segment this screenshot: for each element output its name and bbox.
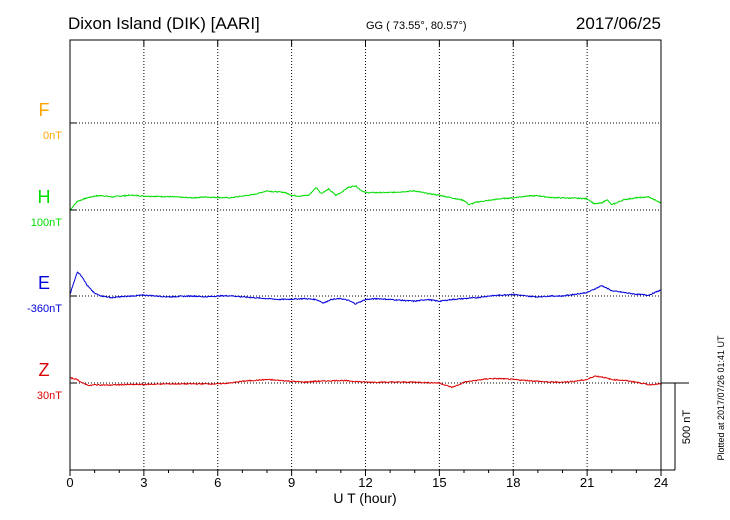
x-tick-label: 18 [506, 475, 520, 490]
station-coordinates: GG ( 73.55°, 80.57°) [366, 20, 467, 32]
channel-name-e: E [38, 273, 50, 293]
x-tick-label: 6 [214, 475, 221, 490]
x-axis-label: U T (hour) [333, 490, 396, 506]
series-line-e [69, 271, 662, 305]
channel-name-h: H [38, 187, 51, 207]
plot-frame [69, 39, 662, 471]
series-line-h [69, 185, 661, 211]
plot-date: 2017/06/25 [576, 14, 661, 33]
grid-lines [70, 40, 661, 470]
x-tick-label: 3 [140, 475, 147, 490]
channel-name-f: F [39, 100, 50, 120]
plotted-timestamp: Plotted at 2017/07/26 01:41 UT [716, 335, 726, 461]
x-tick-label: 0 [66, 475, 73, 490]
series-group [69, 185, 662, 389]
scale-bar: 500 nT [661, 382, 693, 471]
x-axis-ticks: 0 3 6 9 12 15 18 21 24 [66, 40, 668, 490]
series-line-z [69, 375, 662, 389]
channel-baseline-f: 0nT [43, 130, 62, 142]
scale-bar-label: 500 nT [681, 410, 693, 445]
x-tick-label: 15 [432, 475, 446, 490]
x-tick-label: 12 [358, 475, 372, 490]
station-title: Dixon Island (DIK) [AARI] [68, 14, 260, 33]
channel-labels: F 0nT H 100nT E -360nT Z 30nT [27, 100, 62, 402]
x-tick-label: 21 [580, 475, 594, 490]
channel-baseline-h: 100nT [31, 217, 62, 229]
channel-baseline-e: -360nT [27, 303, 62, 315]
channel-name-z: Z [39, 360, 50, 380]
channel-baseline-z: 30nT [37, 390, 62, 402]
x-tick-label: 9 [288, 475, 295, 490]
x-tick-label: 24 [654, 475, 668, 490]
